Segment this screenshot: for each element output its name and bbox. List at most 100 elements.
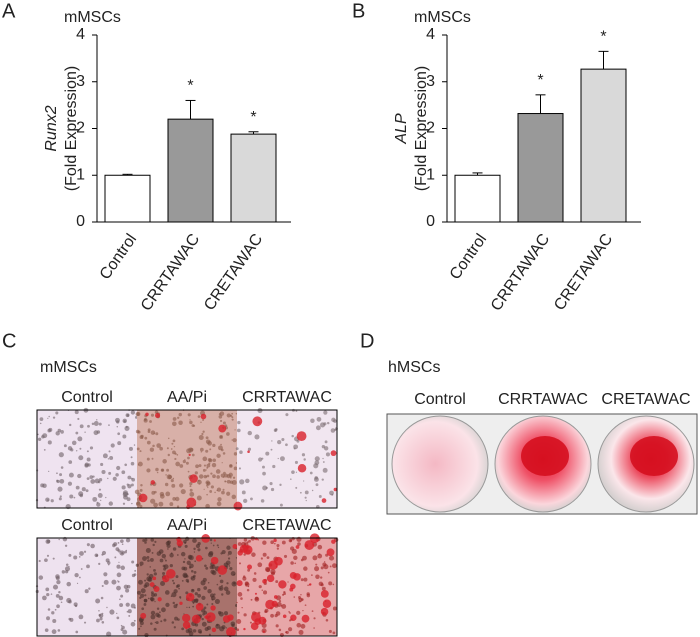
cell-dot — [125, 602, 130, 607]
cell-dot — [133, 619, 136, 622]
cell-dot — [222, 452, 226, 455]
cell-dot — [146, 440, 151, 445]
cell-dot — [216, 475, 220, 479]
cell-dot — [265, 567, 271, 573]
cell-dot — [212, 474, 216, 479]
cell-dot — [57, 486, 63, 492]
cell-dot — [193, 570, 197, 574]
mineral-nodule — [233, 501, 243, 511]
cell-dot — [79, 576, 81, 579]
cell-dot — [331, 563, 337, 569]
cell-dot — [247, 568, 251, 572]
cell-dot — [215, 469, 221, 474]
stain-blob — [630, 436, 678, 476]
cell-dot — [236, 618, 242, 624]
cell-dot — [316, 416, 322, 422]
cell-dot — [39, 422, 42, 425]
cell-dot — [185, 629, 190, 634]
mineral-nodule — [232, 543, 238, 550]
cell-dot — [261, 589, 263, 591]
cell-dot — [216, 489, 218, 492]
mineral-nodule — [265, 599, 275, 610]
micrograph — [237, 538, 337, 636]
cell-dot — [190, 569, 194, 573]
cell-dot — [231, 494, 237, 500]
mineral-nodule — [162, 575, 170, 583]
cell-dot — [89, 446, 94, 450]
cell-dot — [163, 618, 167, 622]
stain-blob — [521, 436, 569, 476]
cell-dot — [329, 490, 334, 496]
cell-dot — [170, 448, 173, 450]
cell-dot — [212, 458, 217, 463]
cell-dot — [122, 502, 126, 505]
cell-dot — [59, 473, 63, 477]
cell-dot — [182, 560, 186, 564]
mineral-nodule — [333, 487, 338, 492]
cell-dot — [175, 575, 179, 579]
cell-dot — [232, 476, 236, 479]
cell-dot — [204, 627, 209, 632]
mineral-nodule — [157, 597, 162, 602]
cell-dot — [194, 560, 197, 563]
cell-dot — [54, 608, 57, 611]
cell-dot — [202, 430, 205, 433]
cell-dot — [199, 447, 204, 452]
mineral-nodule — [195, 603, 204, 611]
cell-dot — [91, 422, 95, 426]
cell-dot — [180, 551, 186, 557]
cell-dot — [59, 495, 62, 498]
cell-dot — [101, 612, 104, 615]
cell-dot — [93, 421, 99, 426]
cell-dot — [207, 441, 212, 446]
y-tick-label: 2 — [76, 120, 85, 137]
cell-dot — [96, 430, 101, 434]
cell-dot — [150, 610, 156, 616]
mineral-nodule — [243, 627, 246, 631]
cell-dot — [187, 470, 190, 473]
cell-dot — [156, 471, 159, 474]
cell-dot — [243, 613, 247, 617]
cell-dot — [153, 568, 156, 572]
cell-dot — [65, 563, 69, 567]
cell-dot — [123, 420, 126, 423]
cell-dot — [126, 584, 131, 589]
cell-dot — [68, 600, 72, 604]
cell-dot — [117, 441, 122, 446]
cell-dot — [38, 559, 41, 563]
cell-dot — [99, 617, 103, 621]
cell-dot — [264, 608, 269, 613]
cell-dot — [220, 443, 222, 446]
cell-dot — [37, 433, 39, 436]
cell-dot — [237, 420, 241, 425]
y-axis-label: ALP — [393, 113, 410, 145]
cell-dot — [210, 569, 215, 575]
cell-dot — [226, 545, 231, 550]
cell-dot — [76, 582, 79, 585]
mineral-nodule — [273, 538, 277, 543]
cell-dot — [300, 558, 304, 562]
cell-dot — [231, 418, 234, 421]
cell-dot — [121, 470, 126, 475]
cell-dot — [128, 614, 131, 617]
cell-dot — [226, 413, 231, 418]
cell-dot — [246, 541, 249, 544]
cell-dot — [172, 439, 176, 443]
cell-dot — [77, 417, 80, 421]
cell-dot — [182, 459, 186, 464]
y-axis-label: Runx2 — [43, 105, 60, 151]
y-tick-label: 2 — [426, 120, 435, 137]
cell-dot — [116, 465, 121, 471]
condition-label: CRRTAWAC — [242, 389, 332, 406]
cell-dot — [70, 448, 74, 452]
cell-dot — [122, 629, 128, 635]
cell-dot — [271, 440, 273, 442]
cell-dot — [311, 610, 314, 613]
mineral-nodule — [138, 493, 148, 503]
cell-dot — [50, 593, 53, 595]
cell-dot — [324, 440, 328, 444]
cell-dot — [302, 609, 304, 612]
cell-dot — [103, 579, 109, 585]
cell-dot — [154, 540, 157, 543]
cell-dot — [220, 473, 225, 478]
